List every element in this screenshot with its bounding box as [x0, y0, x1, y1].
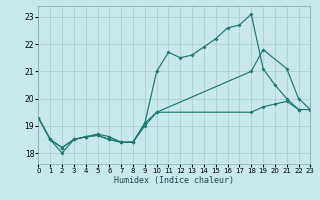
X-axis label: Humidex (Indice chaleur): Humidex (Indice chaleur) [115, 176, 234, 185]
